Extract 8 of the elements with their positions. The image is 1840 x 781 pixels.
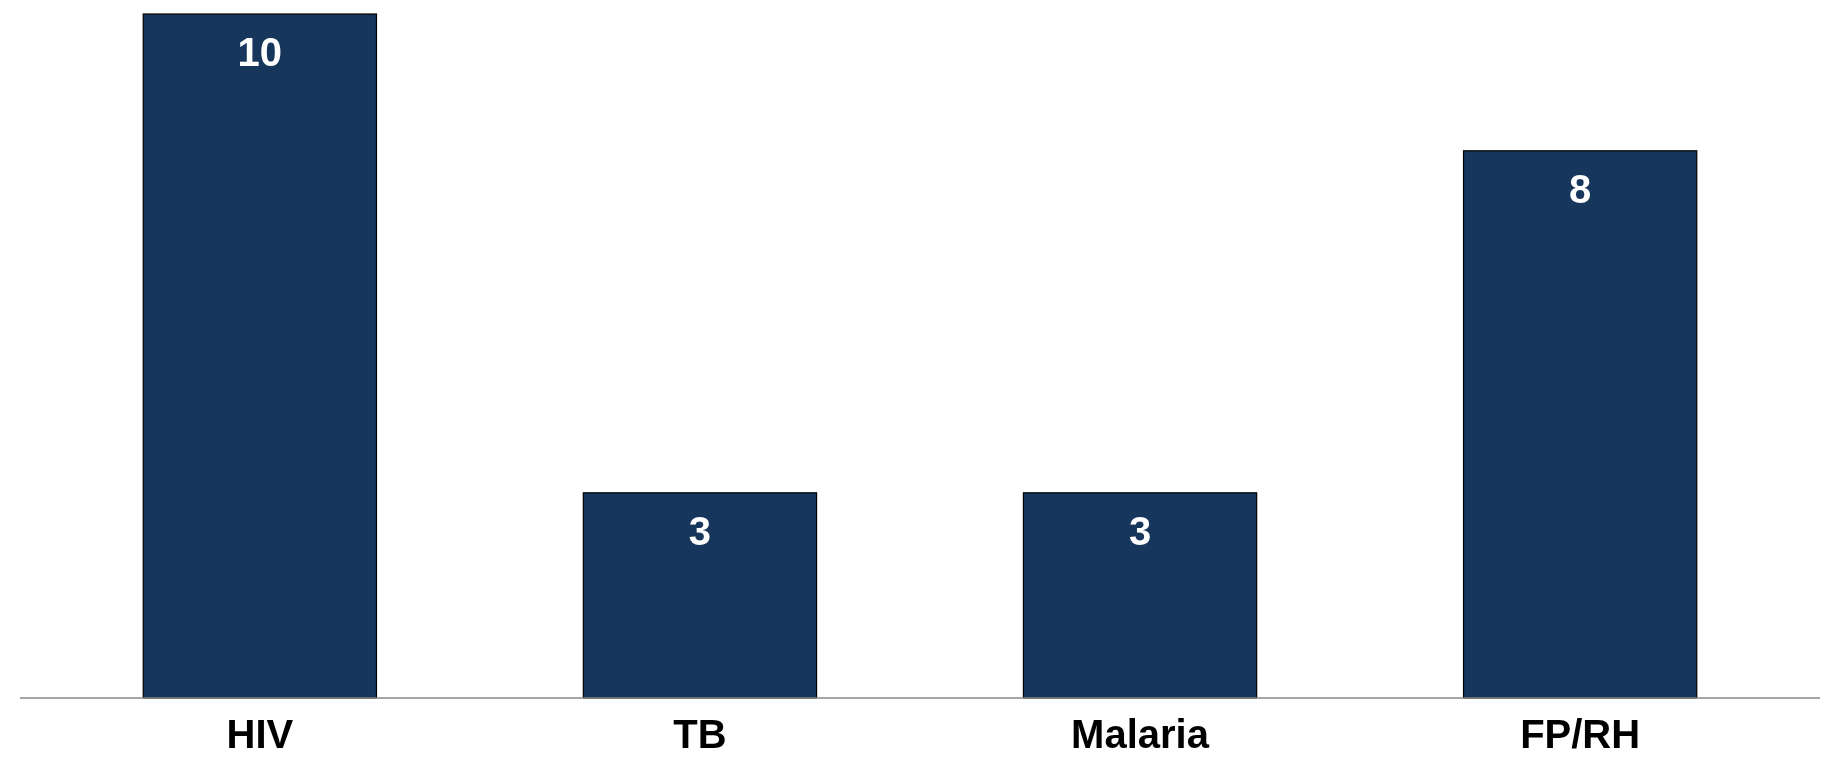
x-tick-label: Malaria — [1071, 712, 1210, 756]
data-label: 3 — [1128, 508, 1152, 553]
data-label: 8 — [1569, 166, 1592, 211]
x-tick-label: TB — [673, 712, 727, 756]
data-label: 10 — [237, 30, 283, 74]
x-tick-label: FP/RH — [1520, 712, 1641, 756]
x-tick-label: HIV — [226, 712, 294, 756]
data-label: 3 — [688, 508, 712, 553]
